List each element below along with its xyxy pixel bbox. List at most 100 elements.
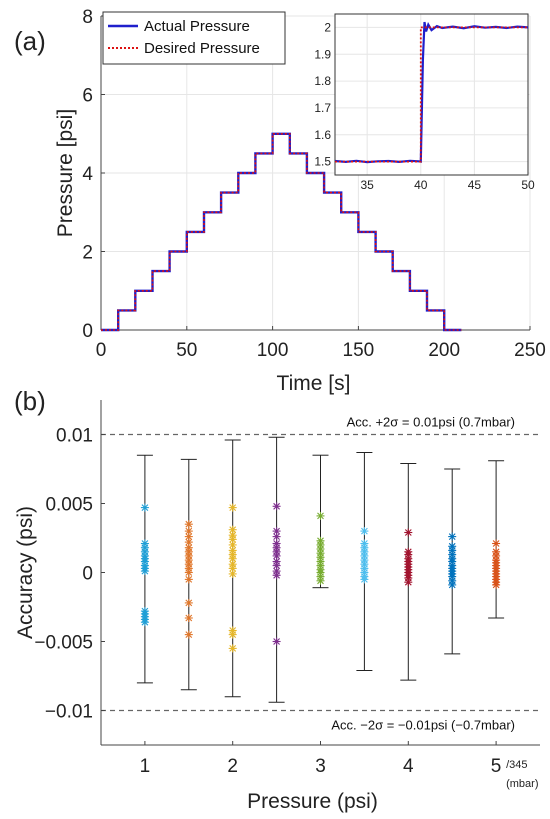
data-point [492, 539, 501, 548]
data-point [272, 532, 281, 541]
data-point-stroke [229, 536, 237, 543]
data-point-stroke [273, 571, 280, 579]
data-point [272, 571, 281, 580]
data-point-stroke [492, 581, 500, 589]
x-axis-title-b: Pressure (psi) [247, 790, 378, 813]
data-point-stroke [185, 599, 193, 607]
panel-a-inset: 35 40 45 50 1.5 1.6 1.7 1.8 1.9 2 [314, 13, 535, 192]
data-point-stroke [229, 504, 237, 511]
panel-b: Acc. +2σ = 0.01psi (0.7mbar) Acc. −2σ = −… [14, 386, 540, 813]
data-point [272, 502, 281, 511]
x-axis-title: Time [s] [277, 372, 351, 395]
data-point-stroke [229, 565, 237, 572]
data-point-stroke [185, 631, 193, 638]
data-point [448, 580, 457, 589]
error-bar-group [488, 460, 505, 619]
data-point [140, 503, 149, 512]
series-line-desired-pressure [101, 133, 462, 331]
x-tick-label-b: 2 [227, 756, 238, 777]
y-tick-label-b: −0.01 [45, 702, 93, 723]
data-point-stroke [229, 541, 237, 549]
data-point-stroke [185, 576, 193, 583]
data-point-stroke [229, 631, 237, 638]
data-point [228, 644, 237, 653]
data-point-stroke [141, 567, 149, 575]
data-point-stroke [185, 527, 193, 535]
data-point-stroke [492, 540, 500, 547]
panel-label-b: (b) [14, 386, 46, 416]
inset-y-tick-label: 2 [324, 20, 331, 34]
inset-y-tick-label: 1.5 [314, 155, 331, 169]
data-point-stroke [273, 552, 280, 560]
data-point-stroke [361, 576, 368, 583]
reference-line-label: Acc. −2σ = −0.01psi (−0.7mbar) [331, 718, 515, 733]
data-point [184, 575, 193, 584]
data-point [360, 575, 369, 584]
data-point-stroke [273, 533, 280, 540]
inset-series-line-desired-pressure [335, 26, 528, 163]
data-point [360, 527, 369, 536]
data-point-stroke [229, 645, 237, 652]
x-tick-label: 250 [514, 340, 546, 361]
x-tick-label: 0 [96, 340, 107, 361]
data-point [404, 528, 413, 537]
data-point [184, 520, 193, 529]
data-point-stroke [448, 581, 456, 589]
data-point-stroke [229, 526, 237, 534]
data-point [184, 630, 193, 639]
data-point-stroke [448, 533, 456, 540]
x-unit-note-mbar: (mbar) [506, 778, 538, 790]
y-tick-label-b: 0 [82, 564, 93, 585]
data-point-stroke [185, 569, 193, 576]
data-point [228, 630, 237, 639]
inset-x-tick-label: 50 [521, 178, 535, 192]
y-axis-title-b: Accuracy (psi) [14, 506, 37, 639]
data-point [184, 568, 193, 577]
data-point [272, 637, 281, 646]
data-point [184, 538, 193, 547]
data-point-stroke [141, 504, 149, 511]
reference-line-label: Acc. +2σ = 0.01psi (0.7mbar) [347, 415, 515, 430]
data-point [140, 567, 149, 576]
data-point-stroke [273, 527, 280, 535]
inset-y-tick-label: 1.9 [314, 47, 331, 61]
data-point-stroke [273, 562, 280, 569]
data-point-stroke [185, 520, 193, 528]
data-point [184, 598, 193, 607]
data-point-stroke [141, 618, 149, 626]
inset-plot-area [334, 13, 529, 176]
data-point-stroke [229, 555, 237, 563]
data-point-stroke [317, 577, 324, 585]
data-point-stroke [361, 527, 368, 535]
y-axis-title: Pressure [psi] [54, 109, 77, 237]
legend: Actual Pressure Desired Pressure [102, 11, 286, 65]
x-tick-label: 50 [176, 340, 197, 361]
y-tick-label: 4 [82, 164, 93, 185]
data-point-stroke [273, 502, 280, 510]
legend-box [102, 11, 286, 65]
data-point-stroke [229, 570, 237, 578]
data-point-stroke [273, 638, 280, 645]
data-point [228, 503, 237, 512]
inset-y-tick-label: 1.7 [314, 101, 331, 115]
data-point [316, 576, 325, 585]
x-tick-label-b: 1 [140, 756, 151, 777]
data-point [404, 578, 413, 587]
y-tick-label: 0 [82, 321, 93, 342]
inset-x-tick-label: 40 [414, 178, 428, 192]
data-point [184, 614, 193, 622]
x-unit-note: /345 [506, 759, 527, 771]
data-point [492, 580, 501, 589]
data-point [228, 569, 237, 578]
x-tick-label-b: 5 [491, 756, 502, 777]
y-tick-label: 2 [82, 243, 93, 264]
data-point-stroke [185, 614, 193, 622]
inset-frame [334, 13, 529, 176]
data-point [272, 527, 281, 536]
data-point [316, 511, 325, 520]
data-point-stroke [404, 529, 412, 536]
data-point [448, 532, 457, 541]
x-tick-label-b: 4 [403, 756, 414, 777]
y-tick-label: 8 [82, 7, 93, 28]
data-point-stroke [404, 578, 412, 586]
